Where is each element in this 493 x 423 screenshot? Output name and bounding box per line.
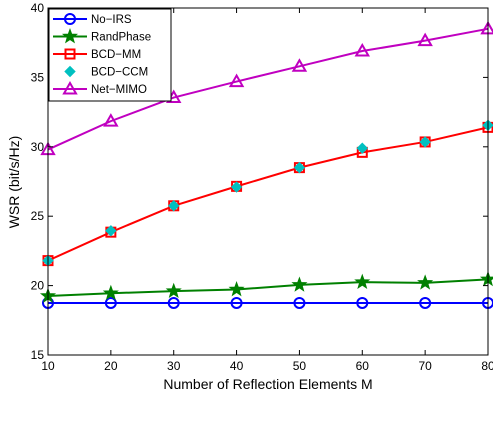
data-point-star	[102, 284, 119, 301]
legend-label: BCD−MM	[91, 49, 141, 61]
data-point-circle	[356, 296, 369, 309]
x-tick-label: 80	[481, 359, 493, 373]
x-tick-label: 70	[418, 359, 432, 373]
y-tick-label: 30	[31, 140, 45, 154]
y-tick-label: 35	[31, 70, 45, 84]
data-point-circle	[104, 296, 117, 309]
series-star	[39, 270, 493, 303]
series-line	[47, 278, 489, 298]
legend-entry: RandPhase	[53, 28, 151, 44]
legend-label: No−IRS	[91, 14, 132, 26]
data-point-triangle	[354, 43, 371, 57]
data-point-triangle	[291, 58, 308, 72]
data-point-diamond	[419, 136, 431, 148]
data-point-circle	[419, 296, 432, 309]
legend-marker-triangle	[62, 80, 78, 95]
series-line	[47, 126, 489, 262]
legend-label: BCD−CCM	[91, 67, 148, 79]
legend-label: RandPhase	[91, 32, 151, 44]
x-tick-label: 20	[104, 359, 118, 373]
legend-entry: BCD−MM	[53, 48, 141, 61]
y-axis-label: WSR (bit/s/Hz)	[6, 136, 22, 229]
data-point-triangle	[228, 73, 245, 88]
data-point-triangle	[417, 32, 433, 47]
x-tick-label: 10	[41, 359, 55, 373]
x-tick-label: 40	[230, 359, 244, 373]
legend-marker-star	[61, 28, 79, 44]
y-tick-label: 20	[31, 279, 45, 293]
data-point-diamond	[293, 161, 306, 174]
series-line	[47, 27, 489, 151]
data-point-star	[354, 273, 371, 289]
legend-marker-circle	[64, 13, 76, 25]
legend-marker-diamond	[64, 65, 76, 78]
data-point-diamond	[105, 225, 117, 237]
y-tick-label: 40	[31, 1, 45, 15]
data-point-diamond	[356, 142, 368, 154]
data-point-star	[291, 276, 308, 292]
data-point-diamond	[168, 200, 180, 212]
y-tick-label: 15	[31, 348, 45, 362]
data-point-star	[417, 274, 434, 290]
y-tick-label: 25	[31, 209, 45, 223]
legend-entry: No−IRS	[53, 13, 132, 26]
x-axis-label: Number of Reflection Elements M	[163, 376, 372, 392]
plot-frame	[47, 7, 489, 356]
legend-entry: BCD−CCM	[64, 65, 148, 79]
data-point-circle	[167, 296, 180, 309]
x-tick-label: 30	[167, 359, 181, 373]
data-point-star	[165, 282, 182, 299]
x-tick-label: 60	[356, 359, 370, 373]
data-point-diamond	[230, 181, 243, 193]
legend: No−IRS RandPhase BCD−MM BCD−CCM Net−MIMO	[48, 8, 172, 102]
x-tick-label: 50	[293, 359, 307, 373]
data-point-triangle	[103, 113, 119, 127]
data-point-circle	[230, 296, 243, 309]
data-point-star	[228, 281, 245, 297]
legend-label: Net−MIMO	[91, 84, 147, 96]
legend-marker-square	[64, 48, 76, 60]
data-point-circle	[293, 296, 306, 309]
legend-entry: Net−MIMO	[53, 80, 147, 96]
